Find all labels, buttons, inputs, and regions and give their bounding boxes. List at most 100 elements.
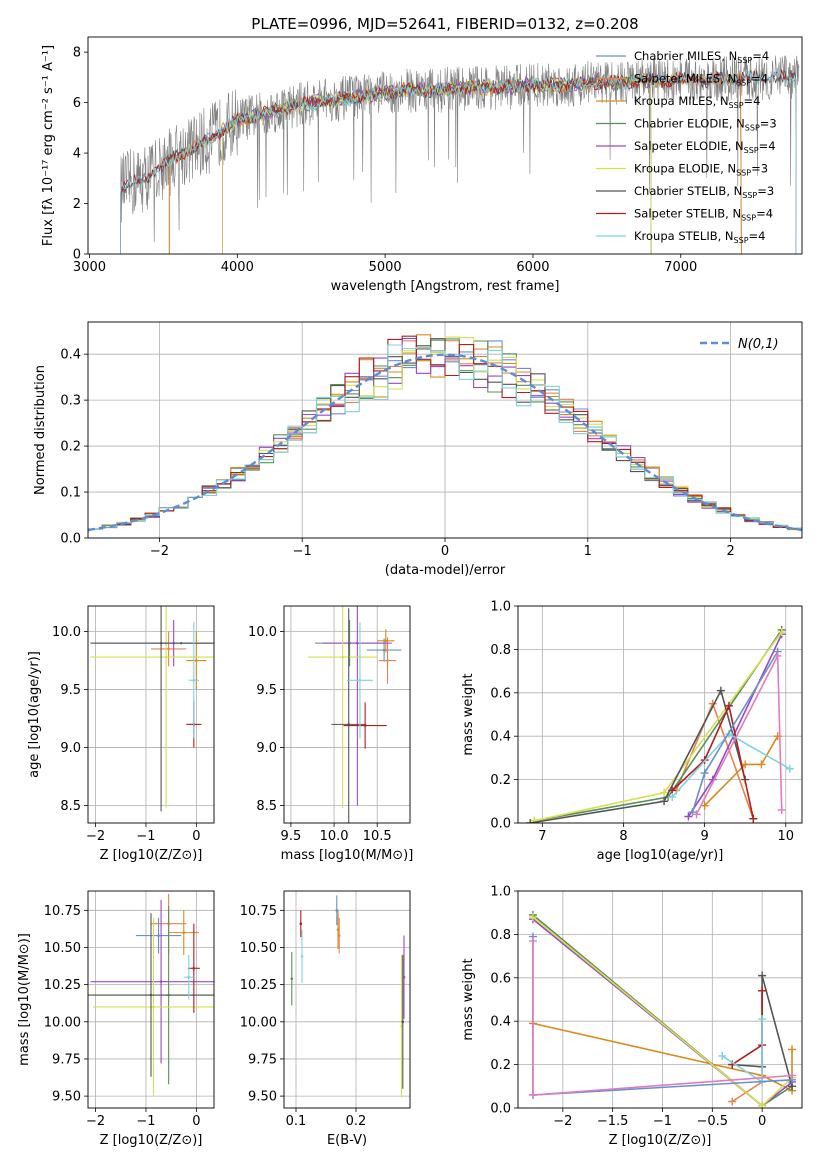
y-tick-label: 9.5 [60, 683, 81, 698]
y-tick-label: 6 [73, 96, 81, 111]
weight-marker [700, 801, 709, 810]
y-tick-label: 10.25 [44, 978, 81, 993]
data-point [187, 975, 191, 979]
axes-frame [87, 890, 215, 1109]
y-tick-label: 0.0 [490, 817, 511, 832]
axes-frame [517, 890, 803, 1109]
x-tick-label: −0.5 [697, 1114, 729, 1129]
weight-marker [758, 986, 767, 995]
x-tick-label: 1 [584, 544, 592, 559]
residual-histogram-8 [88, 344, 802, 533]
weight-marker [528, 1090, 537, 1099]
axes-frame [87, 605, 215, 824]
legend-entry: Salpeter STELIB, NSSP=4 [634, 207, 773, 223]
plot-area [88, 893, 214, 1097]
data-point [195, 659, 198, 662]
plot-area [528, 910, 797, 1108]
weight-marker [788, 1071, 797, 1080]
x-tick-label: 5000 [369, 260, 402, 275]
x-tick-label: 0 [192, 1114, 200, 1129]
data-point [402, 975, 406, 979]
x-tick-label: 8 [619, 829, 627, 844]
data-point [358, 678, 362, 682]
y-tick-label: 9.5 [256, 683, 277, 698]
x-axis-label: E(B-V) [327, 1133, 367, 1148]
x-tick-label: 7000 [664, 260, 697, 275]
spectrum-panel: 3000 4000 5000 6000 7000 0 2 4 6 8 wavelength [Ang… [41, 36, 803, 294]
weight-line-1 [704, 735, 779, 807]
data-point [336, 928, 340, 931]
weight-marker [777, 628, 786, 637]
y-tick-label: 0.2 [60, 440, 81, 455]
residuals-panel: −2 −1 0 1 2 0.0 0.1 0.2 0.3 0.4 (data-model)/error… [33, 321, 803, 578]
x-tick-label: 4000 [221, 260, 254, 275]
y-axis-label: age [log10(age/yr)] [27, 651, 42, 778]
x-tick-label: 9 [700, 829, 708, 844]
data-point [300, 955, 304, 958]
x-tick-label: −1.5 [597, 1114, 629, 1129]
y-tick-label: 10.0 [52, 625, 81, 640]
weight-marker [716, 686, 725, 695]
y-axis-label: Flux [fλ 10⁻¹⁷ erg cm⁻² s⁻¹ A⁻¹] [41, 45, 56, 246]
data-point [401, 1020, 405, 1024]
plot-area [290, 895, 406, 1098]
data-point [192, 678, 196, 682]
y-tick-label: 1.0 [490, 885, 511, 900]
data-point [159, 980, 163, 983]
x-tick-label: −1 [136, 1114, 155, 1129]
plot-area [90, 606, 214, 812]
y-tick-label: 0 [73, 248, 81, 263]
y-tick-label: 0.4 [490, 730, 511, 745]
weight-marker [528, 913, 537, 922]
y-tick-label: 0.8 [490, 928, 511, 943]
weight-marker [741, 760, 750, 769]
y-axis-label: mass weight [461, 958, 476, 1040]
y-tick-label: 10.25 [240, 978, 277, 993]
weight-line-7 [721, 1019, 763, 1084]
legend-entry: Kroupa MILES, NSSP=4 [634, 94, 760, 110]
y-tick-label: 10.0 [248, 625, 277, 640]
x-axis-label: Z [log10(Z/Z⊙)] [100, 848, 203, 863]
weight-line-5 [530, 688, 746, 823]
x-tick-label: −2 [553, 1114, 572, 1129]
y-tick-label: 0.8 [490, 643, 511, 658]
weight-marker [758, 971, 767, 980]
axes-frame [87, 321, 803, 539]
axes-frame [87, 36, 803, 255]
data-point [299, 922, 303, 925]
data-point [182, 931, 186, 934]
y-tick-label: 9.50 [52, 1090, 81, 1105]
data-point [152, 1005, 155, 1009]
x-tick-label: 6000 [516, 260, 549, 275]
weight-marker [724, 701, 733, 710]
x-tick-label: −2 [86, 829, 105, 844]
y-tick-label: 9.0 [256, 741, 277, 756]
data-point [356, 641, 359, 645]
y-axis-label: Normed distribution [33, 365, 48, 495]
x-tick-label: −1 [293, 544, 312, 559]
weight-vs-age-panel: 7 8 9 10 0.0 0.2 0.4 0.6 0.8 1.0 age [log10(age/yr… [461, 600, 803, 863]
weight-marker [749, 814, 758, 823]
y-tick-label: 0.2 [490, 773, 511, 788]
weight-marker [758, 1015, 767, 1024]
x-tick-label: 10 [777, 829, 794, 844]
legend-entry: Kroupa STELIB, NSSP=4 [634, 229, 765, 245]
y-tick-label: 9.75 [248, 1052, 277, 1067]
y-tick-label: 0.4 [60, 348, 81, 363]
x-axis-label: age [log10(age/yr)] [597, 848, 724, 863]
y-tick-label: 2 [73, 197, 81, 212]
y-tick-label: 8 [73, 46, 81, 61]
x-axis-label: (data-model)/error [385, 563, 506, 578]
data-point [157, 934, 160, 937]
x-tick-label: −1 [653, 1114, 672, 1129]
y-tick-label: 0.6 [490, 971, 511, 986]
y-tick-label: 10.00 [44, 1015, 81, 1030]
y-tick-label: 10.50 [240, 941, 277, 956]
x-tick-label: 7 [538, 829, 546, 844]
x-tick-label: 0.2 [346, 1114, 367, 1129]
x-tick-label: −2 [150, 544, 169, 559]
y-tick-label: 0.1 [60, 486, 81, 501]
weight-line-6 [731, 990, 763, 1066]
weight-marker [688, 808, 697, 817]
x-tick-label: 3000 [73, 260, 106, 275]
